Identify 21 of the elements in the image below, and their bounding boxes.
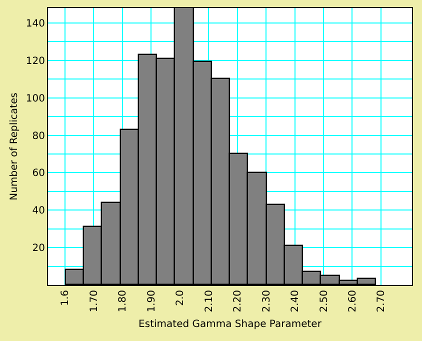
- y-tick-label: 40: [32, 206, 45, 217]
- x-axis-title: Estimated Gamma Shape Parameter: [138, 318, 322, 330]
- y-tick-label: 120: [26, 56, 45, 67]
- x-tick-label: 2.40: [290, 290, 302, 312]
- y-axis-title: Number of Replicates: [8, 92, 20, 200]
- x-tick-label: 2.70: [376, 290, 388, 312]
- x-tick-label: 1.90: [146, 290, 158, 312]
- x-tick-label: 2.0: [175, 290, 186, 306]
- y-tick-label: 140: [26, 18, 45, 30]
- y-tick-label: 20: [32, 243, 45, 254]
- y-tick-label: 80: [32, 130, 45, 142]
- x-tick-label: 2.50: [318, 290, 330, 312]
- x-tick-label: 2.10: [204, 290, 215, 312]
- x-tick-label: 2.30: [261, 290, 272, 312]
- x-tick-label: 2.20: [232, 290, 244, 312]
- y-tick-label: 100: [26, 93, 45, 104]
- x-tick-label: 2.60: [347, 290, 358, 312]
- x-tick-label: 1.6: [60, 290, 72, 306]
- x-tick-label: 1.70: [88, 290, 100, 312]
- y-tick-label: 60: [32, 168, 45, 180]
- x-tick-label: 1.80: [118, 290, 129, 312]
